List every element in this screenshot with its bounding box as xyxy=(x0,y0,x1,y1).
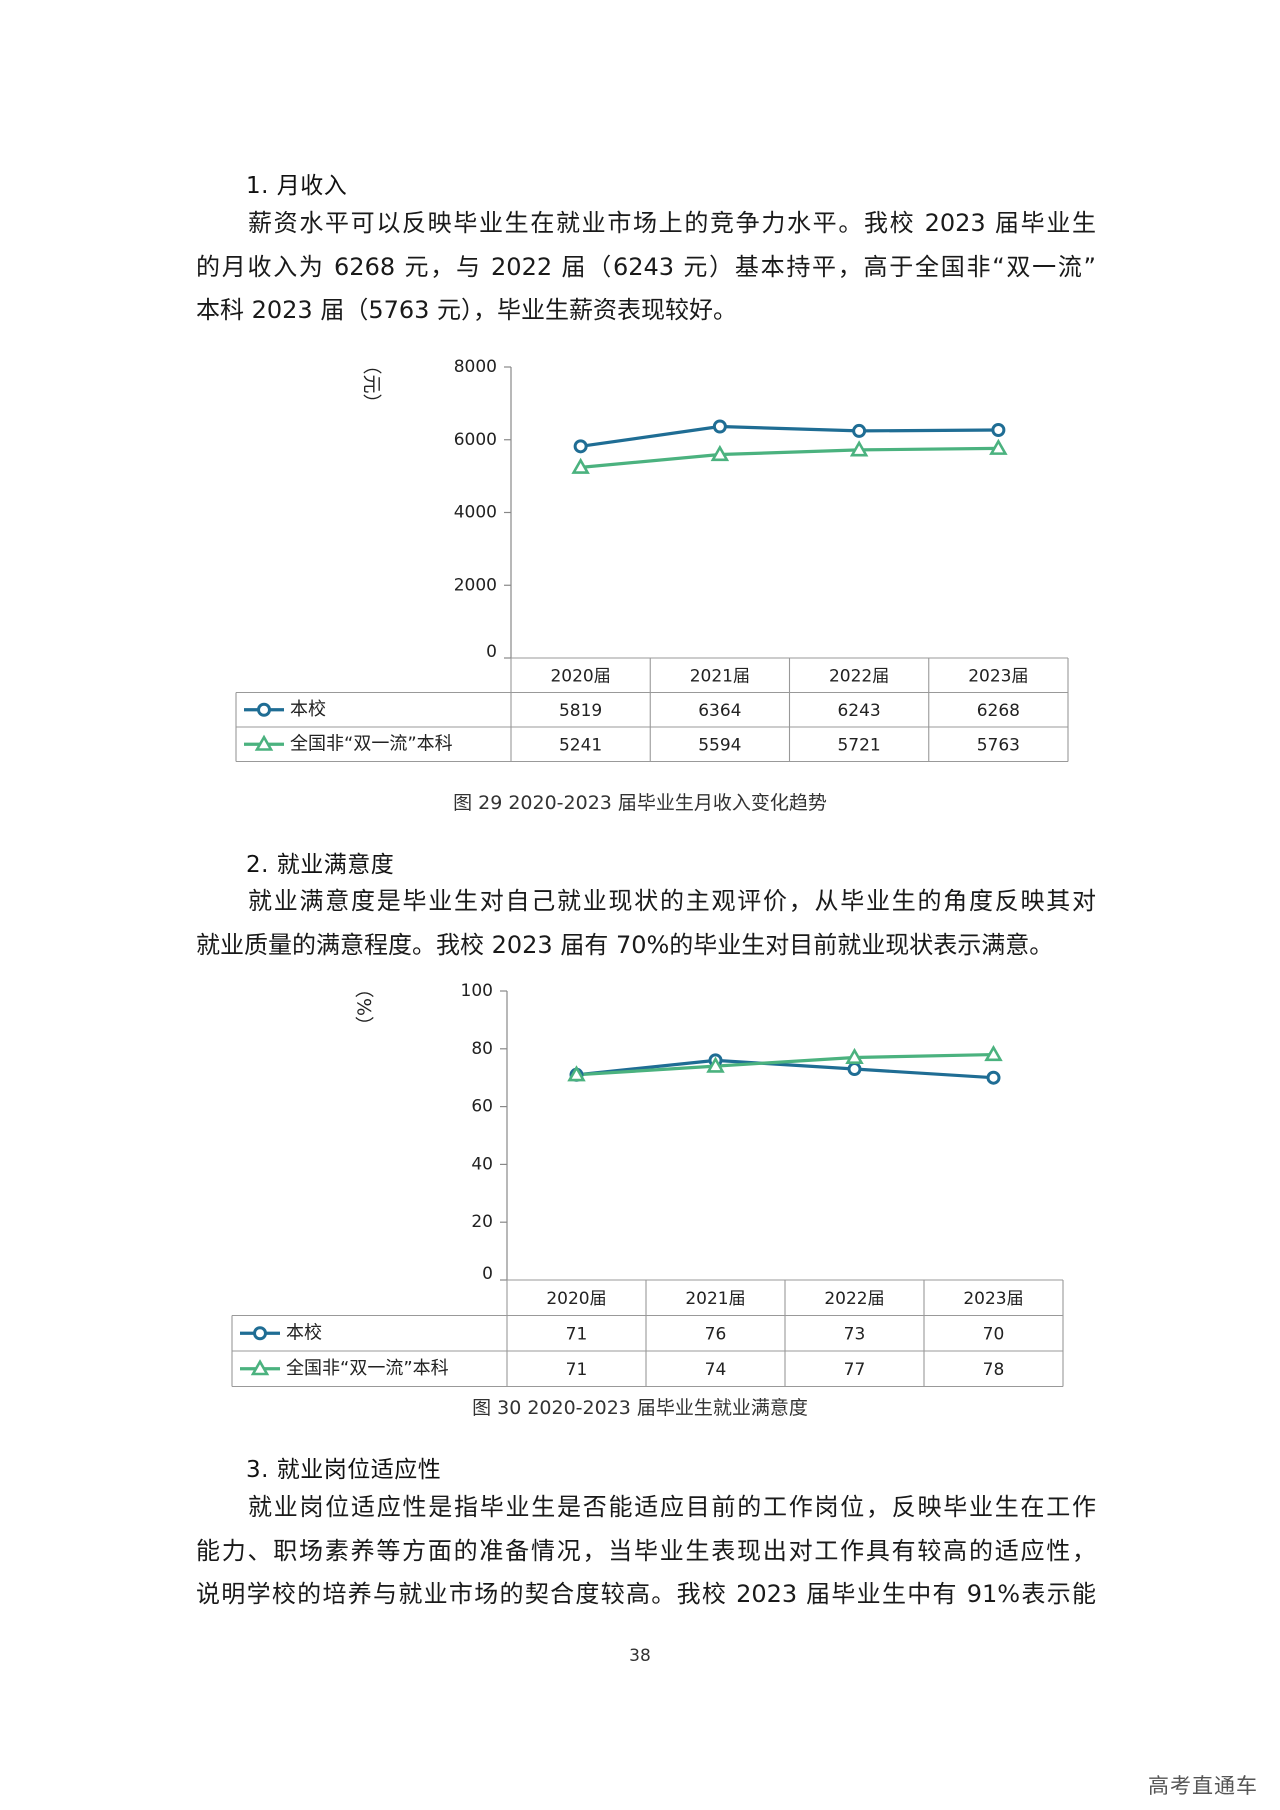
data-point-triangle xyxy=(571,457,590,474)
table-value: 74 xyxy=(705,1360,727,1380)
x-category-label: 2022届 xyxy=(824,1289,884,1309)
series-line xyxy=(576,1052,994,1077)
series-line xyxy=(580,424,999,448)
table-value: 71 xyxy=(566,1360,588,1380)
data-point-triangle xyxy=(706,1056,725,1073)
y-tick-label: 8000 xyxy=(454,357,497,377)
data-point-circle xyxy=(712,419,727,434)
y-tick-label: 60 xyxy=(471,1097,493,1117)
data-point-circle xyxy=(253,1326,267,1341)
data-point-circle xyxy=(852,423,867,438)
chart-monthly-income-svg: （元） 0 2000 4000 6000 8000 2020届 2021届 2022届 2023届… xyxy=(235,355,1069,763)
y-tick-label: 80 xyxy=(471,1039,493,1059)
legend-label: 本校 xyxy=(290,699,326,720)
y-tick-label: 100 xyxy=(461,981,493,1001)
table-value: 76 xyxy=(705,1324,727,1344)
data-point-triangle xyxy=(710,444,730,462)
data-point-triangle xyxy=(984,1044,1003,1062)
table-value: 5241 xyxy=(559,735,602,755)
table-value: 5763 xyxy=(977,735,1020,755)
paragraph-line: 的月收入为 6268 元，与 2022 届（6243 元）基本持平，高于全国非“… xyxy=(196,252,1096,281)
y-tick-label: 0 xyxy=(486,642,497,662)
data-point-circle xyxy=(573,439,588,454)
y-tick-label: 40 xyxy=(471,1154,493,1174)
data-point-circle xyxy=(986,1070,1001,1085)
data-point-triangle xyxy=(250,1359,270,1376)
paragraph-line: 就业岗位适应性是指毕业生是否能适应目前的工作岗位，反映毕业生在工作 xyxy=(248,1493,1096,1521)
data-point-triangle xyxy=(567,1065,586,1082)
paragraph-line: 就业满意度是毕业生对自己就业现状的主观评价，从毕业生的角度反映其对 xyxy=(248,887,1096,915)
table-value: 78 xyxy=(983,1360,1005,1380)
x-category-label: 2021届 xyxy=(685,1289,745,1309)
table-value: 71 xyxy=(566,1324,588,1344)
paragraph-job-adaptability: 就业岗位适应性是指毕业生是否能适应目前的工作岗位，反映毕业生在工作 能力、职场素… xyxy=(196,1486,1096,1617)
table-value: 6243 xyxy=(837,701,880,721)
chart-satisfaction: （%） 0 20 40 60 80 100 2020届 2021届 2022届 2023届本校 71 7… xyxy=(231,979,1064,1388)
table-value: 70 xyxy=(983,1324,1005,1344)
paragraph-line: 就业质量的满意程度。我校 2023 届有 70%的毕业生对目前就业现状表示满意。 xyxy=(196,930,1054,959)
paragraph-monthly-income: 薪资水平可以反映毕业生在就业市场上的竞争力水平。我校 2023 届毕业生 的月收… xyxy=(196,202,1096,333)
table-value: 5819 xyxy=(559,701,602,721)
legend-label: 全国非“双一流”本科 xyxy=(286,1358,449,1379)
data-point-circle xyxy=(257,702,271,717)
paragraph-line: 能力、职场素养等方面的准备情况，当毕业生表现出对工作具有较高的适应性， xyxy=(196,1536,1096,1565)
y-tick-label: 0 xyxy=(482,1264,493,1284)
paragraph-line: 本科 2023 届（5763 元），毕业生薪资表现较好。 xyxy=(196,296,738,324)
page-number: 38 xyxy=(629,1646,651,1666)
series-line xyxy=(576,1058,994,1080)
y-tick-label: 4000 xyxy=(454,503,497,523)
paragraph-line: 薪资水平可以反映毕业生在就业市场上的竞争力水平。我校 2023 届毕业生 xyxy=(248,209,1096,237)
data-point-triangle xyxy=(989,438,1008,455)
y-tick-label: 20 xyxy=(471,1212,493,1232)
watermark: 高考直通车 xyxy=(1148,1774,1258,1798)
data-point-circle xyxy=(847,1062,862,1077)
y-tick-label: 2000 xyxy=(454,575,497,595)
y-axis-unit-label: （元） xyxy=(361,355,383,412)
y-axis-unit-label: （%） xyxy=(353,979,375,1035)
series-line xyxy=(580,446,999,469)
x-category-label: 2021届 xyxy=(690,666,750,686)
y-tick-label: 6000 xyxy=(454,430,497,450)
data-point-triangle xyxy=(849,440,869,457)
section-heading-job-adaptability: 3. 就业岗位适应性 xyxy=(246,1457,442,1483)
legend-label: 本校 xyxy=(286,1322,322,1343)
x-category-label: 2020届 xyxy=(546,1289,606,1309)
table-value: 6268 xyxy=(977,701,1020,721)
table-value: 77 xyxy=(844,1360,866,1380)
paragraph-line: 说明学校的培养与就业市场的契合度较高。我校 2023 届毕业生中有 91%表示能 xyxy=(196,1580,1096,1608)
figure-caption-30: 图 30 2020-2023 届毕业生就业满意度 xyxy=(472,1397,808,1419)
data-point-circle xyxy=(991,423,1006,438)
paragraph-satisfaction: 就业满意度是毕业生对自己就业现状的主观评价，从毕业生的角度反映其对 就业质量的满… xyxy=(196,880,1096,967)
table-value: 73 xyxy=(844,1324,866,1344)
section-heading-monthly-income: 1. 月收入 xyxy=(246,173,348,199)
figure-caption-29: 图 29 2020-2023 届毕业生月收入变化趋势 xyxy=(453,792,827,814)
data-point-triangle xyxy=(845,1047,864,1065)
data-point-triangle xyxy=(254,734,274,751)
x-category-label: 2020届 xyxy=(550,666,610,686)
chart-monthly-income: （元） 0 2000 4000 6000 8000 2020届 2021届 2022届 2023届… xyxy=(0,0,1280,790)
table-value: 6364 xyxy=(698,701,741,721)
x-category-label: 2023届 xyxy=(968,666,1028,686)
x-category-label: 2022届 xyxy=(829,666,889,686)
table-value: 5721 xyxy=(837,735,880,755)
section-heading-satisfaction: 2. 就业满意度 xyxy=(246,852,395,878)
table-value: 5594 xyxy=(698,735,741,755)
legend-label: 全国非“双一流”本科 xyxy=(290,733,453,754)
x-category-label: 2023届 xyxy=(963,1289,1023,1309)
